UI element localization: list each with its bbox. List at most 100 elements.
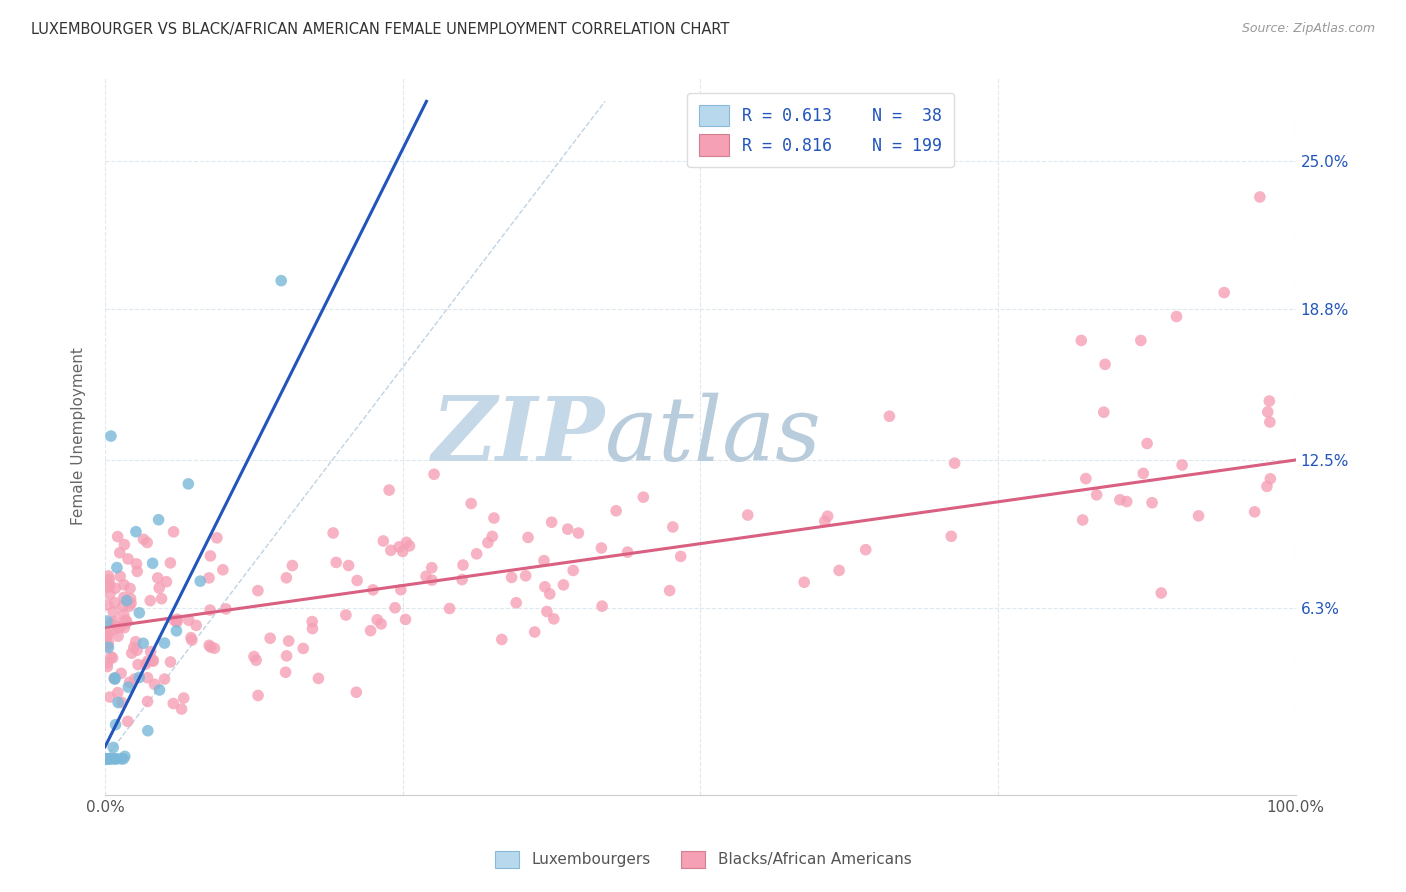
- Point: [135, 657, 157, 672]
- Point: [337, 558, 360, 573]
- Point: [98, 752, 121, 766]
- Point: [150, 591, 173, 606]
- Point: [96, 639, 118, 653]
- Point: [139, 645, 162, 659]
- Point: [148, 683, 170, 698]
- Point: [104, 672, 127, 686]
- Point: [104, 717, 127, 731]
- Point: [276, 648, 298, 663]
- Point: [96, 659, 118, 673]
- Point: [1115, 494, 1137, 508]
- Point: [384, 600, 406, 615]
- Point: [104, 671, 127, 685]
- Point: [136, 723, 159, 738]
- Point: [125, 524, 148, 539]
- Point: [136, 535, 159, 549]
- Y-axis label: Female Unemployment: Female Unemployment: [72, 347, 86, 525]
- Point: [112, 538, 135, 552]
- Point: [96, 752, 118, 766]
- Point: [360, 624, 382, 638]
- Point: [491, 632, 513, 647]
- Point: [534, 580, 557, 594]
- Point: [104, 596, 127, 610]
- Point: [344, 685, 367, 699]
- Point: [420, 573, 443, 587]
- Point: [465, 547, 488, 561]
- Point: [162, 524, 184, 539]
- Point: [118, 675, 141, 690]
- Point: [159, 655, 181, 669]
- Point: [180, 633, 202, 648]
- Point: [373, 533, 395, 548]
- Point: [98, 587, 121, 601]
- Point: [103, 740, 125, 755]
- Point: [562, 564, 585, 578]
- Point: [1129, 334, 1152, 348]
- Point: [96, 752, 118, 766]
- Point: [146, 571, 169, 585]
- Point: [292, 641, 315, 656]
- Point: [361, 582, 384, 597]
- Point: [101, 752, 124, 766]
- Point: [115, 615, 138, 629]
- Point: [605, 504, 627, 518]
- Point: [118, 582, 141, 596]
- Point: [103, 605, 125, 619]
- Point: [98, 578, 121, 592]
- Point: [114, 613, 136, 627]
- Point: [98, 752, 121, 766]
- Point: [97, 636, 120, 650]
- Point: [451, 558, 474, 572]
- Point: [325, 555, 347, 569]
- Point: [97, 640, 120, 655]
- Point: [170, 702, 193, 716]
- Point: [259, 632, 281, 646]
- Point: [136, 694, 159, 708]
- Point: [380, 543, 402, 558]
- Point: [477, 535, 499, 549]
- Point: [166, 612, 188, 626]
- Text: ZIP: ZIP: [432, 392, 605, 479]
- Point: [1070, 334, 1092, 348]
- Point: [1136, 436, 1159, 450]
- Legend: R = 0.613    N =  38, R = 0.816    N = 199: R = 0.613 N = 38, R = 0.816 N = 199: [688, 93, 953, 168]
- Point: [202, 641, 225, 656]
- Point: [112, 577, 135, 591]
- Point: [104, 581, 127, 595]
- Point: [389, 582, 412, 597]
- Point: [105, 752, 128, 766]
- Point: [120, 591, 142, 606]
- Point: [817, 509, 839, 524]
- Point: [669, 549, 692, 564]
- Point: [205, 531, 228, 545]
- Point: [395, 535, 418, 549]
- Point: [1256, 479, 1278, 493]
- Point: [127, 643, 149, 657]
- Point: [460, 496, 482, 510]
- Text: Source: ZipAtlas.com: Source: ZipAtlas.com: [1241, 22, 1375, 36]
- Point: [1258, 394, 1281, 409]
- Point: [247, 689, 270, 703]
- Point: [501, 570, 523, 584]
- Point: [274, 665, 297, 680]
- Point: [96, 629, 118, 643]
- Point: [481, 529, 503, 543]
- Point: [118, 599, 141, 614]
- Point: [301, 622, 323, 636]
- Point: [114, 749, 136, 764]
- Point: [439, 601, 461, 615]
- Point: [103, 622, 125, 636]
- Point: [108, 620, 131, 634]
- Point: [1140, 496, 1163, 510]
- Point: [391, 544, 413, 558]
- Point: [814, 514, 837, 528]
- Point: [737, 508, 759, 522]
- Point: [96, 626, 118, 640]
- Point: [108, 569, 131, 583]
- Point: [301, 615, 323, 629]
- Point: [142, 556, 165, 570]
- Point: [148, 513, 170, 527]
- Point: [1085, 488, 1108, 502]
- Point: [276, 571, 298, 585]
- Point: [420, 560, 443, 574]
